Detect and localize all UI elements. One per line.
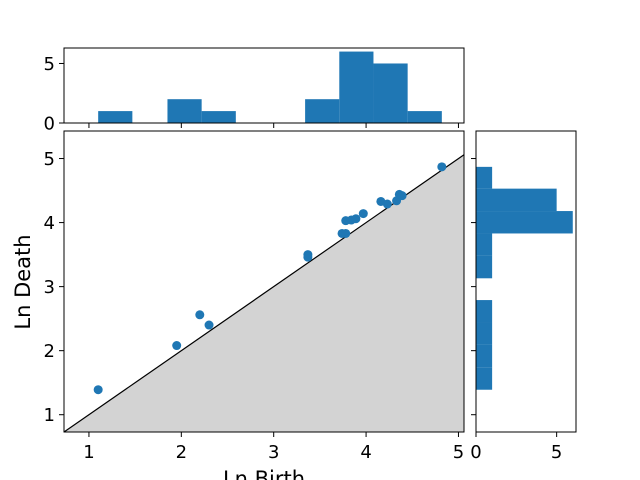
right-histogram-bar xyxy=(476,344,493,368)
top-histogram-bar xyxy=(98,111,133,123)
right-histogram-bar xyxy=(476,367,493,390)
right-histogram-bar xyxy=(476,322,493,345)
y-tick-label: 5 xyxy=(44,149,55,170)
scatter-point xyxy=(204,320,214,330)
right-histogram-y-ticks xyxy=(471,158,476,416)
main-scatter-panel: 1 2 3 4 5 1 2 3 4 5 Ln Birth Ln Death xyxy=(11,130,465,480)
right-histogram-bar xyxy=(476,300,493,323)
top-histogram-bars xyxy=(98,51,442,124)
right-histogram-bar xyxy=(476,188,557,212)
scatter-point xyxy=(437,162,447,172)
y-tick-label: 3 xyxy=(44,277,55,298)
top-histogram-x-ticks xyxy=(88,123,459,128)
right-histogram-bar xyxy=(476,211,573,234)
right-histogram-frame xyxy=(475,130,577,433)
top-histogram-bar xyxy=(339,51,374,124)
x-tick-label: 4 xyxy=(360,442,371,463)
main-x-ticks: 1 2 3 4 5 xyxy=(83,432,464,463)
x-axis-label: Ln Birth xyxy=(223,467,305,480)
top-histogram-bar xyxy=(167,99,202,123)
scatter-point xyxy=(358,209,368,219)
top-histogram-y-ticks: 05 xyxy=(44,54,64,135)
y-axis-label: Ln Death xyxy=(11,234,35,329)
top-histogram-bar xyxy=(373,63,408,123)
right-histogram-bars xyxy=(476,166,573,390)
scatter-point xyxy=(382,199,392,209)
scatter-point xyxy=(351,214,361,224)
scatter-point xyxy=(93,385,103,395)
right-histogram-bar xyxy=(476,255,493,279)
x-tick-label: 2 xyxy=(176,442,187,463)
x-tick-label: 1 xyxy=(83,442,94,463)
main-plot-frame xyxy=(63,130,465,433)
main-y-ticks: 1 2 3 4 5 xyxy=(44,149,64,426)
x-tick-label: 3 xyxy=(268,442,279,463)
top-histogram-frame xyxy=(63,47,465,124)
top-y-tick-label: 0 xyxy=(44,114,55,135)
y-tick-label: 1 xyxy=(44,405,55,426)
scatter-point xyxy=(341,228,351,238)
y-tick-label: 2 xyxy=(44,341,55,362)
x-tick-label: 5 xyxy=(453,442,464,463)
top-histogram-panel: 05 xyxy=(44,47,465,135)
top-histogram-bar xyxy=(407,111,442,123)
y-tick-label: 4 xyxy=(44,213,55,234)
top-histogram-bar xyxy=(201,111,236,123)
top-histogram-bar xyxy=(305,99,340,123)
top-y-tick-label: 5 xyxy=(44,54,55,75)
scatter-point xyxy=(172,341,182,351)
scatter-point xyxy=(397,191,407,201)
scatter-point xyxy=(303,252,313,262)
right-x-tick-label: 5 xyxy=(551,442,562,463)
scatter-point xyxy=(195,310,205,320)
right-histogram-bar xyxy=(476,166,493,189)
scatter-points xyxy=(93,162,447,395)
right-histogram-bar xyxy=(476,233,493,256)
right-x-tick-label: 0 xyxy=(470,442,481,463)
